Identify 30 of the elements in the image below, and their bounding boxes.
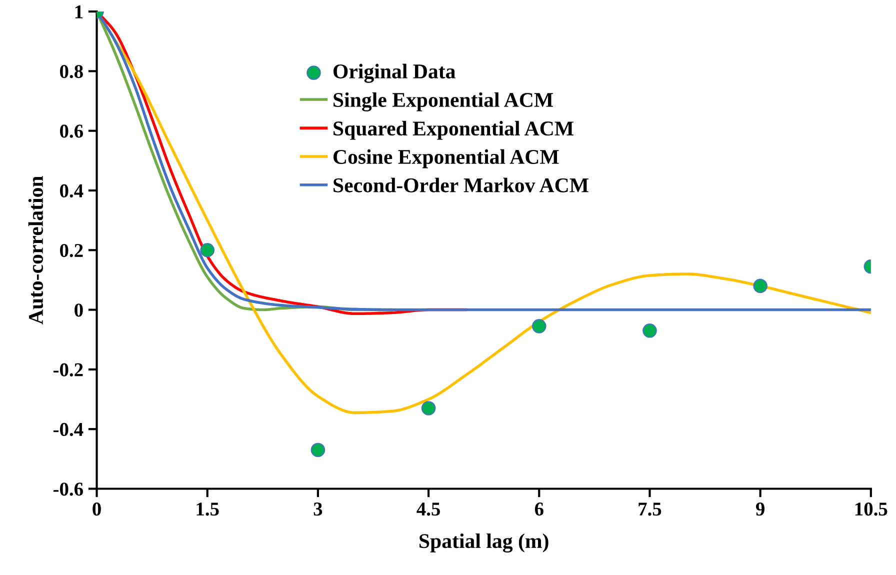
legend-label: Original Data (334, 64, 456, 83)
legend-label: Single Exponential ACM (334, 92, 553, 112)
point (753, 278, 768, 294)
point (532, 319, 546, 334)
x-tick-label: 6 (534, 502, 544, 516)
point (421, 401, 436, 416)
y-tick-label: -0.6 (54, 482, 84, 496)
y-tick-label: 0.4 (60, 184, 84, 198)
x-tick-label: 1.5 (196, 502, 219, 516)
y-tick-label: 0 (74, 304, 83, 317)
point (310, 442, 326, 458)
x-tick-label: 7.5 (638, 502, 662, 516)
x-tick-label: 9 (756, 502, 764, 516)
legend-label: Squared Exponential ACM (334, 120, 574, 140)
x-tick-label: 10.5 (855, 502, 888, 516)
y-tick-label: -0.2 (54, 363, 83, 376)
y-tick-label: 0.2 (60, 244, 83, 258)
y-axis-title: Auto-correlation (28, 176, 44, 324)
x-tick-label: 4.5 (416, 502, 440, 516)
legend-label: Cosine Exponential ACM (334, 149, 559, 168)
point (642, 324, 657, 338)
point (200, 242, 215, 258)
x-tick-label: 3 (314, 502, 322, 516)
y-tick-label: 1 (75, 5, 83, 18)
y-tick-label: 0.8 (60, 64, 83, 78)
x-tick-label: 0 (92, 502, 101, 516)
x-axis-title: Spatial lag (m) (420, 533, 548, 553)
y-tick-label: -0.4 (54, 422, 84, 436)
y-tick-label: 0.6 (60, 124, 84, 138)
legend-label: Second-Order Markov ACM (334, 178, 588, 192)
